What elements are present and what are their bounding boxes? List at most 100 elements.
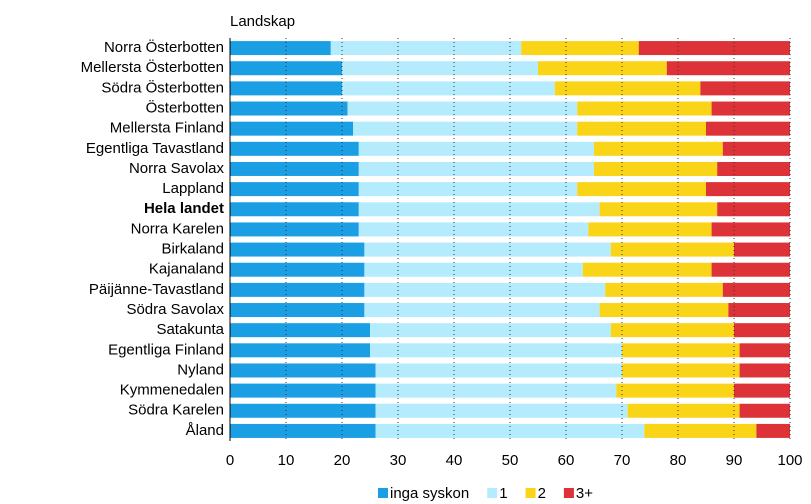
bar-segment bbox=[627, 403, 740, 418]
y-tick-label: Mellersta Österbotten bbox=[81, 58, 224, 76]
bar-segment bbox=[722, 282, 790, 297]
bar-segment bbox=[364, 282, 606, 297]
y-tick-label: Kymmenedalen bbox=[120, 382, 224, 399]
bar-segment bbox=[230, 303, 365, 318]
bar-segment bbox=[230, 403, 376, 418]
legend-swatch bbox=[487, 488, 498, 498]
bar-segment bbox=[230, 383, 376, 398]
bar-segment bbox=[605, 282, 723, 297]
x-tick-label: 30 bbox=[390, 452, 407, 469]
bar-segment bbox=[706, 121, 790, 136]
x-tick-label: 90 bbox=[726, 452, 743, 469]
bar-segment bbox=[358, 222, 589, 237]
bar-segment bbox=[347, 101, 578, 116]
bar-segment bbox=[706, 182, 790, 197]
x-tick-label: 40 bbox=[446, 452, 463, 469]
bar-segment bbox=[230, 161, 359, 176]
bar-segment bbox=[230, 61, 342, 76]
y-tick-label: Norra Karelen bbox=[131, 220, 224, 237]
bar-segment bbox=[330, 41, 522, 56]
bar-segment bbox=[375, 403, 628, 418]
bar-segment bbox=[594, 141, 723, 156]
legend-label: 1 bbox=[499, 485, 507, 502]
bar-segment bbox=[230, 423, 376, 438]
y-tick-label: Södra Savolax bbox=[126, 301, 224, 318]
bar-segment bbox=[230, 182, 359, 197]
bar-segment bbox=[599, 303, 729, 318]
bar-segment bbox=[358, 202, 600, 217]
bar-segment bbox=[230, 121, 354, 136]
x-tick-label: 10 bbox=[278, 452, 295, 469]
bar-segment bbox=[364, 262, 583, 277]
legend-swatch bbox=[563, 488, 574, 498]
y-tick-label: Södra Österbotten bbox=[101, 78, 224, 96]
y-tick-label: Norra Savolax bbox=[129, 160, 225, 177]
x-tick-label: 100 bbox=[777, 452, 802, 469]
bar-segment bbox=[638, 41, 790, 56]
bar-segment bbox=[734, 323, 790, 338]
bar-segment bbox=[666, 61, 790, 76]
bar-segment bbox=[342, 81, 555, 96]
legend-label: 2 bbox=[538, 485, 546, 502]
bar-segment bbox=[230, 262, 365, 277]
bar-segment bbox=[610, 242, 734, 257]
y-tick-label: Norra Österbotten bbox=[104, 38, 224, 56]
y-tick-label: Mellersta Finland bbox=[110, 120, 224, 137]
bar-segment bbox=[230, 343, 370, 358]
bar-segment bbox=[370, 323, 611, 338]
bar-segment bbox=[622, 343, 740, 358]
bar-segment bbox=[230, 41, 331, 56]
bar-segment bbox=[358, 182, 578, 197]
y-tick-label: Hela landet bbox=[144, 200, 224, 217]
axis-label: Landskap bbox=[230, 13, 295, 30]
bar-segment bbox=[739, 343, 790, 358]
bar-segment bbox=[739, 403, 790, 418]
bar-segment bbox=[342, 61, 538, 76]
bar-segment bbox=[734, 383, 790, 398]
bar-segment bbox=[711, 101, 790, 116]
bar-segment bbox=[622, 363, 740, 378]
y-tick-label: Lappland bbox=[162, 180, 224, 197]
y-tick-label: Birkaland bbox=[161, 241, 224, 258]
x-tick-label: 50 bbox=[502, 452, 519, 469]
bar-segment bbox=[353, 121, 578, 136]
bar-segment bbox=[711, 222, 790, 237]
bar-segment bbox=[230, 282, 365, 297]
legend-swatch bbox=[525, 488, 536, 498]
bar-segment bbox=[230, 242, 365, 257]
bar-segment bbox=[739, 363, 790, 378]
bar-segment bbox=[722, 141, 790, 156]
x-tick-label: 60 bbox=[558, 452, 575, 469]
legend-swatch bbox=[378, 488, 388, 498]
bar-segment bbox=[717, 161, 790, 176]
bar-segment bbox=[230, 323, 370, 338]
bar-segment bbox=[588, 222, 712, 237]
bar-segment bbox=[717, 202, 790, 217]
y-tick-label: Egentliga Tavastland bbox=[86, 140, 224, 157]
x-tick-label: 20 bbox=[334, 452, 351, 469]
bar-segment bbox=[538, 61, 667, 76]
bar-segment bbox=[230, 141, 359, 156]
bar-segment bbox=[230, 222, 359, 237]
bar-segment bbox=[230, 81, 342, 96]
bar-segment bbox=[594, 161, 718, 176]
bar-segment bbox=[700, 81, 790, 96]
x-tick-label: 70 bbox=[614, 452, 631, 469]
bar-segment bbox=[599, 202, 718, 217]
bar-segment bbox=[577, 121, 706, 136]
y-tick-label: Kajanaland bbox=[149, 261, 224, 278]
bar-segment bbox=[370, 343, 622, 358]
bar-segment bbox=[358, 141, 594, 156]
bar-segment bbox=[582, 262, 712, 277]
y-tick-label: Österbotten bbox=[146, 98, 224, 116]
bar-segment bbox=[230, 101, 348, 116]
bar-segment bbox=[734, 242, 790, 257]
bar-segment bbox=[610, 323, 734, 338]
bar-segment bbox=[577, 182, 706, 197]
bar-segment bbox=[521, 41, 639, 56]
y-tick-label: Södra Karelen bbox=[128, 402, 224, 419]
bar-segment bbox=[375, 363, 622, 378]
legend-label: inga syskon bbox=[390, 485, 469, 502]
bar-segment bbox=[358, 161, 594, 176]
bar-segment bbox=[364, 242, 611, 257]
